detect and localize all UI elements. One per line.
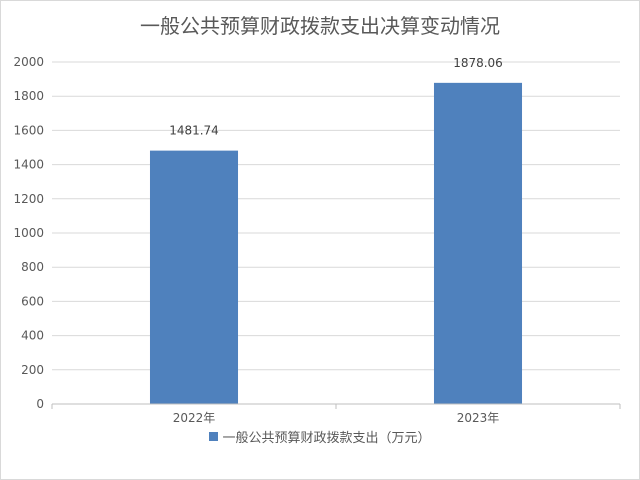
gridlines [52, 61, 620, 371]
data-labels: 1481.74 1878.06 [169, 56, 503, 138]
y-tick-label: 2000 [13, 55, 44, 69]
bars [149, 82, 523, 404]
bar [149, 150, 239, 404]
legend-swatch [209, 432, 219, 441]
x-tick-label: 2022年 [173, 411, 216, 425]
legend: 一般公共预算财政拨款支出（万元） [0, 427, 640, 446]
data-label: 1878.06 [453, 56, 503, 70]
y-tick-label: 800 [21, 260, 44, 274]
data-label: 1481.74 [169, 124, 219, 138]
chart-title: 一般公共预算财政拨款支出决算变动情况 [140, 14, 500, 38]
y-tick-label: 600 [21, 294, 44, 308]
y-axis: 0 200 400 600 800 1000 1200 1400 1600 1800 2000 [13, 55, 44, 411]
y-tick-label: 1000 [13, 226, 44, 240]
y-tick-label: 400 [21, 329, 44, 343]
y-tick-label: 200 [21, 363, 44, 377]
x-axis: 2022年 2023年 [51, 403, 621, 425]
y-tick-label: 1600 [13, 123, 44, 137]
y-tick-label: 1400 [13, 158, 44, 172]
y-tick-label: 1200 [13, 192, 44, 206]
y-tick-label: 0 [36, 397, 44, 411]
x-tick-label: 2023年 [457, 411, 500, 425]
legend-label: 一般公共预算财政拨款支出（万元） [222, 431, 431, 446]
bar [433, 82, 523, 404]
y-tick-label: 1800 [13, 89, 44, 103]
